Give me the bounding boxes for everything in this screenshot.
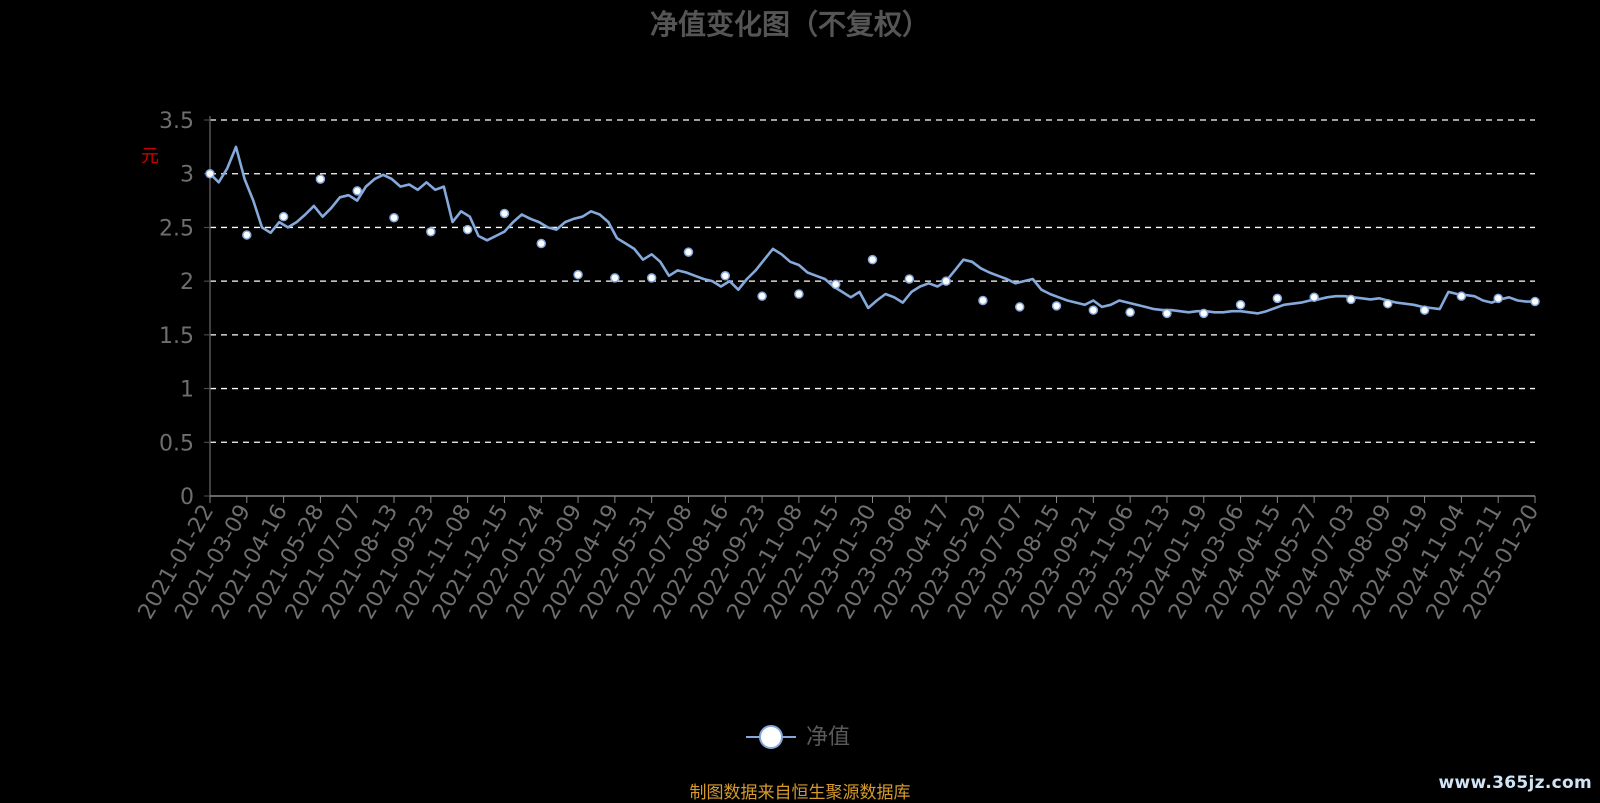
y-tick-label: 2.5	[159, 216, 194, 241]
y-tick-label: 3	[180, 163, 194, 188]
data-point	[904, 274, 915, 284]
data-point	[757, 291, 767, 301]
data-point	[1162, 308, 1172, 319]
y-tick-label: 0.5	[159, 431, 194, 456]
data-point	[1493, 293, 1503, 304]
data-point	[242, 230, 252, 240]
series-line	[208, 145, 1537, 315]
data-point	[794, 289, 804, 299]
y-tick-label: 3.5	[159, 109, 194, 134]
axes: 00.511.522.533.52021-01-222021-03-092021…	[134, 109, 1545, 624]
data-point	[462, 224, 473, 235]
data-point	[499, 208, 510, 219]
data-point	[536, 238, 546, 249]
data-point	[1051, 301, 1062, 311]
data-point	[1125, 307, 1135, 318]
y-tick-label: 2	[180, 270, 194, 295]
data-point	[1530, 296, 1540, 307]
data-point	[1088, 305, 1099, 315]
data-point	[1309, 292, 1319, 303]
legend-label: 净值	[806, 725, 850, 750]
data-point	[867, 254, 878, 265]
data-source-note: 制图数据来自恒生聚源数据库	[689, 783, 911, 803]
data-point	[1346, 294, 1356, 305]
data-point	[1199, 308, 1209, 319]
data-point	[1272, 293, 1283, 304]
legend-marker-icon	[759, 725, 783, 749]
grid-lines	[210, 119, 1535, 443]
data-point	[278, 211, 289, 222]
data-point	[830, 279, 841, 290]
y-axis-label: 元	[141, 146, 159, 167]
chart-title: 净值变化图（不复权）	[650, 8, 930, 41]
data-point	[646, 273, 657, 283]
data-point	[941, 276, 951, 286]
data-point	[389, 213, 399, 223]
watermark: www.365jz.com	[1438, 773, 1592, 793]
y-tick-label: 1.5	[159, 324, 194, 349]
data-point	[1419, 305, 1430, 315]
data-point	[610, 273, 620, 283]
series-layer	[205, 145, 1540, 319]
data-point	[1383, 298, 1393, 309]
data-point	[1235, 300, 1246, 310]
data-point	[315, 174, 326, 184]
data-point	[683, 247, 694, 257]
y-tick-label: 1	[180, 378, 194, 403]
y-tick-label: 0	[180, 485, 194, 510]
data-point	[573, 269, 583, 280]
data-point	[1456, 291, 1467, 301]
data-point	[720, 271, 731, 281]
data-point	[1014, 302, 1025, 312]
data-point	[978, 295, 988, 306]
data-point	[426, 226, 436, 237]
data-point	[205, 168, 215, 179]
data-point	[352, 186, 362, 196]
legend[interactable]: 净值	[746, 725, 850, 750]
